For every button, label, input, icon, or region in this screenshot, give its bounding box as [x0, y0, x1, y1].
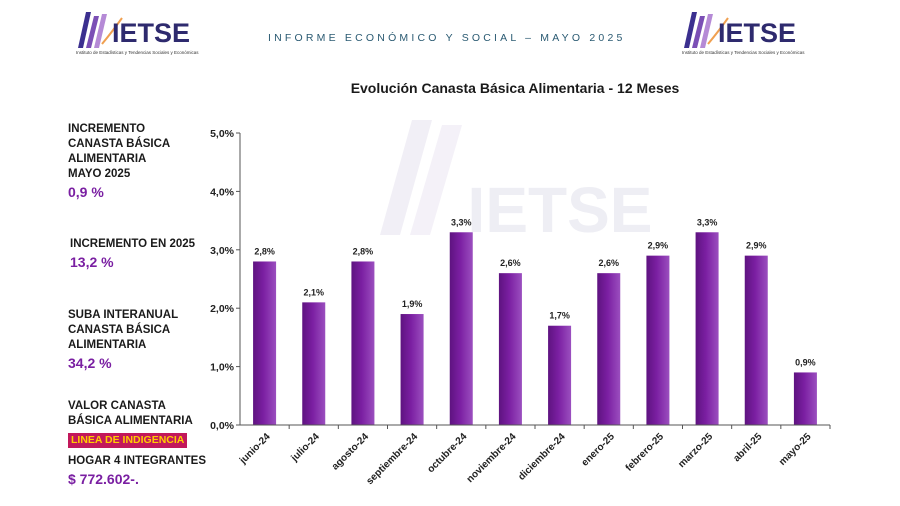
data-label: 1,9%: [402, 299, 423, 309]
y-tick-label: 0,0%: [210, 420, 235, 432]
bar: [253, 261, 277, 425]
label-line: ALIMENTARIA: [68, 339, 147, 351]
label-line: MAYO 2025: [68, 168, 131, 180]
data-label: 2,9%: [648, 241, 669, 251]
bar: [351, 261, 375, 425]
x-tick-label: enero-25: [580, 431, 618, 469]
data-label: 3,3%: [451, 217, 472, 227]
watermark-bar: [380, 120, 432, 235]
side-block-ytd: INCREMENTO EN 2025 13,2 %: [70, 237, 195, 270]
bar: [400, 314, 424, 425]
label-line: CANASTA BÁSICA: [68, 138, 171, 150]
bar: [695, 232, 719, 425]
bar: [548, 325, 572, 425]
bar: [793, 372, 817, 425]
label-line: INCREMENTO EN 2025: [70, 238, 196, 250]
y-axis: 0,0% 1,0% 2,0% 3,0% 4,0% 5,0%: [210, 128, 241, 432]
x-tick-label: marzo-25: [676, 431, 715, 470]
bar: [646, 255, 670, 425]
data-label: 0,9%: [795, 357, 816, 367]
x-tick-label: julio-24: [289, 431, 323, 465]
side-block-yoy: SUBA INTERANUAL CANASTA BÁSICA ALIMENTAR…: [68, 308, 178, 371]
logo-bars-icon: [78, 12, 123, 48]
x-tick-label: mayo-25: [777, 431, 814, 468]
label-line: INCREMENTO: [68, 123, 146, 135]
indigence-line-badge: LINEA DE INDIGENCIA: [68, 433, 188, 448]
label-line: HOGAR 4 INTEGRANTES: [68, 455, 207, 467]
basket-value: $ 772.602-.: [68, 471, 139, 487]
y-tick-label: 4,0%: [210, 186, 235, 198]
ietse-logo-left: IETSE Instituto de Estadísticas y Tenden…: [72, 4, 198, 60]
bar: [498, 273, 522, 425]
logo-subtitle: Instituto de Estadísticas y Tendencias S…: [682, 50, 805, 55]
label-line: SUBA INTERANUAL: [68, 309, 179, 321]
data-label: 2,8%: [353, 246, 374, 256]
monthly-increase-value: 0,9 %: [68, 184, 104, 200]
logo-text: IETSE: [112, 18, 191, 48]
y-tick-label: 5,0%: [210, 128, 235, 140]
x-tick-label: agosto-24: [330, 431, 371, 472]
data-label: 2,8%: [254, 246, 275, 256]
data-label: 3,3%: [697, 217, 718, 227]
x-tick-label: octubre-24: [425, 431, 469, 475]
bar: [597, 273, 621, 425]
watermark-bar: [410, 125, 462, 235]
data-label: 2,1%: [303, 287, 324, 297]
y-tick-label: 2,0%: [210, 303, 235, 315]
y-tick-label: 1,0%: [210, 362, 235, 374]
data-label: 2,6%: [598, 258, 619, 268]
ytd-increase-value: 13,2 %: [70, 254, 114, 270]
x-tick-label: diciembre-24: [516, 431, 568, 483]
x-tick-label: febrero-25: [624, 431, 667, 474]
x-tick-label: noviembre-24: [465, 431, 519, 485]
side-block-value: VALOR CANASTA BÁSICA ALIMENTARIA LINEA D…: [68, 399, 206, 487]
label-line: VALOR CANASTA: [68, 400, 166, 412]
report-title: INFORME ECONÓMICO Y SOCIAL – MAYO 2025: [268, 32, 626, 44]
data-label: 2,6%: [500, 258, 521, 268]
chart-title: Evolución Canasta Básica Alimentaria - 1…: [350, 80, 680, 96]
x-tick-label: abril-25: [731, 431, 764, 464]
label-line: BÁSICA ALIMENTARIA: [68, 415, 193, 427]
ietse-logo-right: IETSE Instituto de Estadísticas y Tenden…: [678, 4, 804, 60]
data-label: 2,9%: [746, 241, 767, 251]
x-tick-label: junio-24: [237, 431, 273, 467]
bar: [449, 232, 473, 425]
logo-text: IETSE: [718, 18, 797, 48]
label-line: ALIMENTARIA: [68, 153, 147, 165]
y-tick-label: 3,0%: [210, 245, 235, 257]
bars: 2,8% 2,1% 2,8% 1,9% 3,3% 2,6% 1,7% 2,6% 2,9% 3,3%…: [253, 217, 817, 425]
yoy-increase-value: 34,2 %: [68, 355, 112, 371]
bar: [744, 255, 768, 425]
x-tick-label: septiembre-24: [364, 431, 420, 487]
label-line: CANASTA BÁSICA: [68, 324, 171, 336]
logo-subtitle: Instituto de Estadísticas y Tendencias S…: [76, 50, 199, 55]
bar: [302, 302, 326, 425]
side-block-monthly: INCREMENTO CANASTA BÁSICA ALIMENTARIA MA…: [68, 122, 170, 200]
data-label: 1,7%: [549, 311, 570, 321]
logo-bars-icon: [684, 12, 729, 48]
watermark: IETSE: [380, 120, 652, 246]
watermark-text: IETSE: [468, 174, 653, 246]
